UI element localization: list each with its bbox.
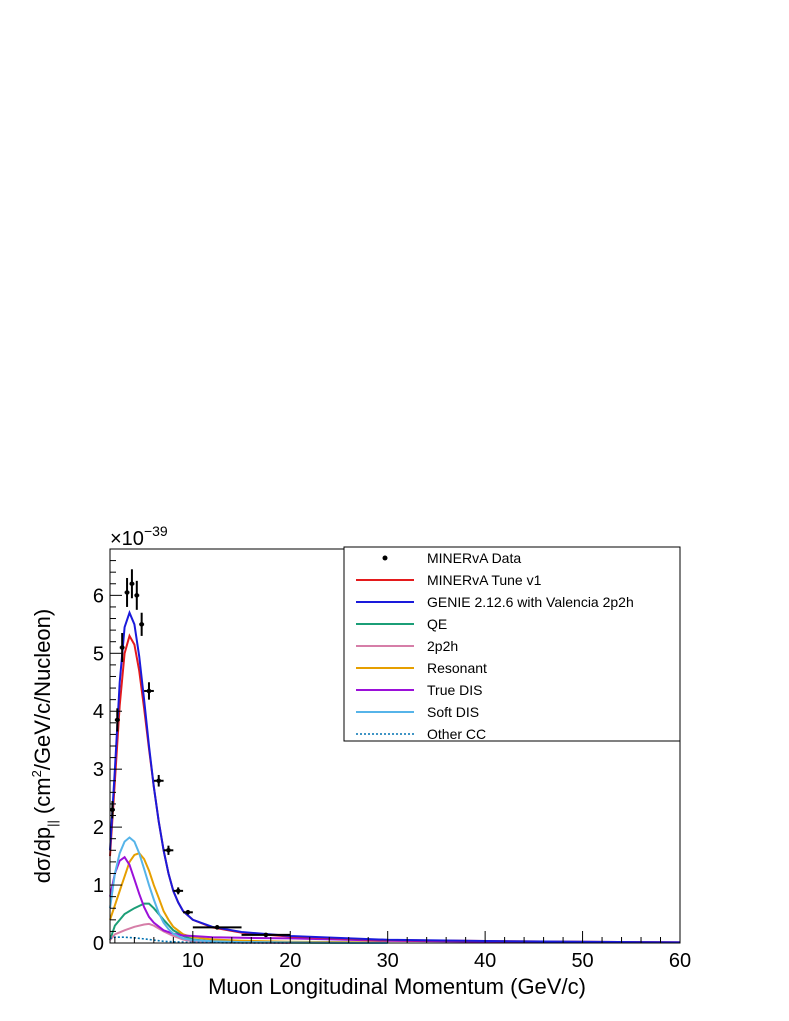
data-point-marker bbox=[166, 847, 171, 853]
data-point bbox=[119, 633, 125, 662]
data-point-marker bbox=[134, 593, 140, 598]
legend-item-other-cc: Other CC bbox=[356, 726, 486, 742]
legend-label: Resonant bbox=[427, 660, 487, 676]
x-tick-label: 10 bbox=[182, 950, 204, 972]
legend-item-soft-dis: Soft DIS bbox=[356, 704, 479, 720]
data-point-marker bbox=[139, 622, 144, 627]
data-point bbox=[183, 909, 193, 915]
data-point-marker bbox=[185, 909, 191, 915]
data-point-marker bbox=[124, 590, 130, 595]
y-tick-label: 2 bbox=[93, 817, 104, 839]
tick-labels: 10 20 30 40 50 60 0 1 2 3 4 5 6 bbox=[93, 585, 691, 972]
x-axis-label: Muon Longitudinal Momentum (GeV/c) bbox=[208, 974, 586, 999]
series-true-dis-line bbox=[109, 855, 681, 944]
legend-item-resonant: Resonant bbox=[356, 660, 487, 676]
legend-label: QE bbox=[427, 616, 447, 632]
x-tick-label: 20 bbox=[279, 950, 301, 972]
data-point bbox=[241, 932, 291, 938]
y-tick-label: 3 bbox=[93, 759, 104, 781]
legend-label: MINERvA Tune v1 bbox=[427, 572, 542, 588]
y-tick-label: 0 bbox=[93, 933, 104, 955]
y-multiplier: ×10−39 bbox=[110, 523, 168, 550]
y-tick-label: 4 bbox=[93, 701, 104, 723]
data-point bbox=[163, 845, 174, 855]
legend-label: 2p2h bbox=[427, 638, 458, 654]
data-point bbox=[173, 887, 184, 895]
data-point-marker bbox=[214, 925, 220, 930]
y-tick-label: 1 bbox=[93, 875, 104, 897]
x-tick-label: 30 bbox=[377, 950, 399, 972]
axis-ticks bbox=[110, 548, 681, 944]
data-point bbox=[134, 580, 140, 610]
series-other-cc-line bbox=[109, 936, 291, 944]
legend-label: GENIE 2.12.6 with Valencia 2p2h bbox=[427, 594, 634, 610]
data-point bbox=[124, 577, 130, 607]
data-point bbox=[129, 569, 135, 599]
legend-label: MINERvA Data bbox=[427, 550, 521, 566]
series-2p2h-line bbox=[109, 922, 291, 944]
legend-item-genie-2-12-6-with-valencia-2p2h: GENIE 2.12.6 with Valencia 2p2h bbox=[356, 594, 634, 610]
data-point-marker bbox=[110, 807, 115, 813]
data-point-marker bbox=[115, 717, 120, 723]
y-tick-label: 6 bbox=[93, 585, 104, 607]
legend-marker bbox=[382, 555, 388, 561]
data-point-marker bbox=[146, 688, 152, 694]
legend-item-minerva-tune-v1: MINERvA Tune v1 bbox=[356, 572, 542, 588]
data-point-marker bbox=[263, 932, 269, 938]
series-genie-2-12-6-with-valencia-2p2h-line bbox=[109, 609, 681, 944]
y-tick-label: 5 bbox=[93, 643, 104, 665]
data-point bbox=[144, 682, 154, 700]
data-point bbox=[114, 708, 120, 732]
data-points bbox=[110, 569, 291, 938]
legend-label: Soft DIS bbox=[427, 704, 479, 720]
series-soft-dis-line bbox=[109, 836, 388, 944]
x-tick-label: 60 bbox=[669, 950, 691, 972]
legend-label: True DIS bbox=[427, 682, 483, 698]
data-point-marker bbox=[129, 581, 135, 587]
legend-label: Other CC bbox=[427, 726, 486, 742]
data-point-marker bbox=[175, 888, 181, 894]
data-point-marker bbox=[156, 778, 162, 784]
x-tick-label: 50 bbox=[571, 950, 593, 972]
plot-curves bbox=[109, 609, 681, 944]
data-point bbox=[139, 612, 145, 636]
legend-item-minerva-data: MINERvA Data bbox=[382, 550, 521, 566]
x-tick-label: 40 bbox=[474, 950, 496, 972]
series-resonant-line bbox=[109, 852, 388, 944]
legend-item-2p2h: 2p2h bbox=[356, 638, 458, 654]
legend-item-qe: QE bbox=[356, 616, 447, 632]
data-point bbox=[192, 925, 242, 930]
y-axis-label: dσ/dp||(cm2/GeV/c/Nucleon) bbox=[29, 609, 60, 883]
legend-item-true-dis: True DIS bbox=[356, 682, 483, 698]
legend: MINERvA Data MINERvA Tune v1 GENIE 2.12.6 … bbox=[343, 546, 681, 742]
data-point-marker bbox=[119, 645, 125, 650]
data-point bbox=[153, 774, 164, 787]
